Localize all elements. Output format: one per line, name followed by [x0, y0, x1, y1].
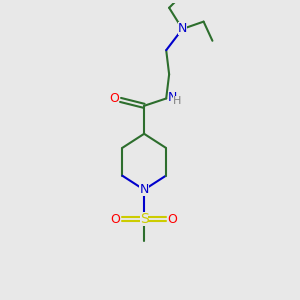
- Text: H: H: [173, 96, 182, 106]
- Text: O: O: [168, 213, 178, 226]
- Text: O: O: [109, 92, 119, 105]
- Text: N: N: [168, 92, 177, 104]
- Text: N: N: [178, 22, 187, 35]
- Text: S: S: [140, 212, 148, 226]
- Text: N: N: [140, 183, 149, 196]
- Text: O: O: [111, 213, 121, 226]
